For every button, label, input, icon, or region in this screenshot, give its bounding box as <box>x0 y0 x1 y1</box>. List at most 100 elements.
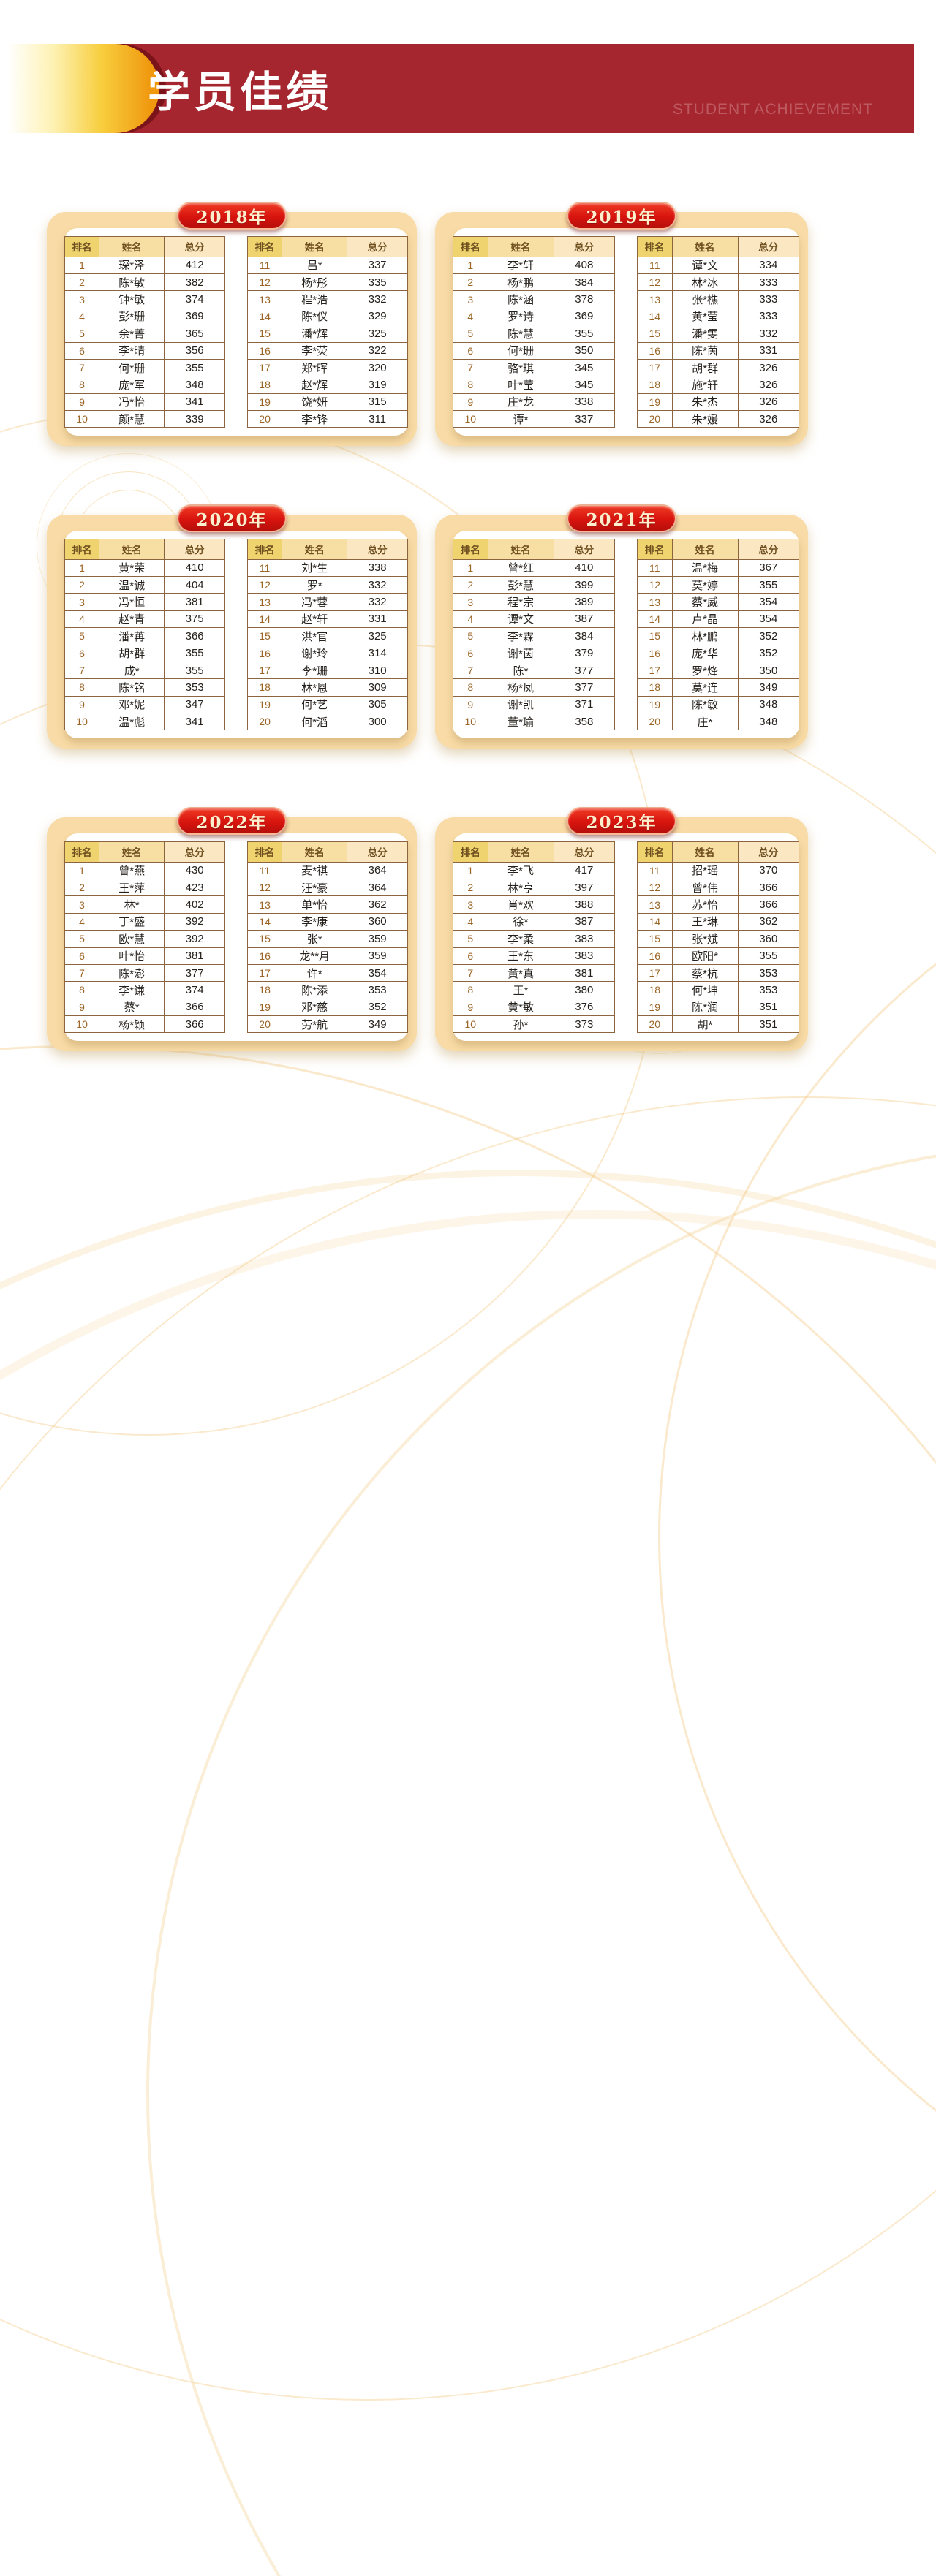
score-cell: 399 <box>553 575 616 594</box>
table-row: 19 陈*敏 348 <box>637 695 800 714</box>
rank-cell: 8 <box>64 678 100 697</box>
rank-cell: 20 <box>246 713 283 731</box>
name-cell: 李*轩 <box>487 256 554 274</box>
score-cell: 371 <box>553 695 616 714</box>
table-row: 15 潘*辉 325 <box>246 325 408 343</box>
rank-cell: 2 <box>64 273 100 292</box>
table-row: 1 曾*燕 430 <box>64 861 225 879</box>
table-row: 16 欧阳* 355 <box>637 947 800 965</box>
score-table-left: 排名 姓名 总分 1 李*飞 417 2 林*亨 397 3 肖*欢 388 4 徐* 387 5 李*柔 383… <box>453 841 616 1034</box>
score-cell: 331 <box>347 610 408 629</box>
score-cell: 366 <box>737 878 800 897</box>
score-cell: 362 <box>737 912 800 931</box>
name-cell: 程*宗 <box>487 593 554 611</box>
score-column-header: 总分 <box>164 841 225 863</box>
score-cell: 326 <box>737 376 800 394</box>
rank-cell: 12 <box>637 878 673 897</box>
rank-cell: 8 <box>64 981 100 999</box>
table-header-row: 排名 姓名 总分 <box>246 538 408 560</box>
score-cell: 341 <box>164 713 225 731</box>
table-row: 13 蔡*威 354 <box>637 593 800 611</box>
score-cell: 349 <box>347 1015 408 1034</box>
score-cell: 332 <box>347 575 408 594</box>
table-row: 5 陈*慧 355 <box>453 325 616 343</box>
table-row: 7 骆*琪 345 <box>453 358 616 377</box>
table-row: 14 李*康 360 <box>246 912 408 931</box>
score-cell: 305 <box>347 695 408 714</box>
score-cell: 392 <box>164 930 225 948</box>
score-cell: 367 <box>737 558 800 577</box>
score-cell: 383 <box>553 930 616 948</box>
score-cell: 377 <box>553 661 616 680</box>
table-row: 12 莫*婷 355 <box>637 575 800 594</box>
rank-cell: 18 <box>246 678 283 697</box>
name-cell: 钟*敏 <box>99 290 165 308</box>
year-panel-2023: 2023年 排名 姓名 总分 1 李*飞 417 2 林*亨 397 3 肖*欢 388 4 徐* 387 5 李… <box>435 807 808 1051</box>
table-row: 5 余*菁 365 <box>64 325 225 343</box>
table-row: 10 董*瑜 358 <box>453 713 616 731</box>
table-row: 12 林*冰 333 <box>637 273 800 292</box>
name-cell: 蔡* <box>99 998 165 1017</box>
name-cell: 何*滔 <box>282 713 348 731</box>
score-cell: 366 <box>164 998 225 1017</box>
year-badge-label: 2020年 <box>196 510 268 530</box>
name-column-header: 姓名 <box>671 235 739 257</box>
rank-cell: 17 <box>246 963 283 982</box>
table-row: 11 刘*生 338 <box>246 558 408 577</box>
rank-cell: 1 <box>453 861 488 879</box>
score-column-header: 总分 <box>553 841 616 863</box>
name-column-header: 姓名 <box>99 235 165 257</box>
name-cell: 庞*军 <box>99 376 165 394</box>
table-row: 11 麦*祺 364 <box>246 861 408 879</box>
table-row: 7 成* 355 <box>64 661 225 680</box>
rank-cell: 9 <box>64 998 100 1017</box>
year-badge: 2023年 <box>567 807 676 835</box>
rank-cell: 3 <box>64 593 100 611</box>
name-cell: 苏*怡 <box>671 895 739 914</box>
rank-cell: 6 <box>64 947 100 965</box>
name-cell: 曾*伟 <box>671 878 739 897</box>
score-cell: 355 <box>164 661 225 680</box>
score-cell: 364 <box>347 878 408 897</box>
name-cell: 蔡*杭 <box>671 963 739 982</box>
table-row: 17 胡*群 326 <box>637 358 800 377</box>
table-row: 18 林*恩 309 <box>246 678 408 697</box>
table-header-row: 排名 姓名 总分 <box>637 235 800 257</box>
table-header-row: 排名 姓名 总分 <box>453 235 616 257</box>
rank-column-header: 排名 <box>637 538 673 560</box>
table-row: 12 罗* 332 <box>246 575 408 594</box>
rank-cell: 7 <box>64 358 100 377</box>
name-cell: 李*珊 <box>282 661 348 680</box>
name-cell: 王*萍 <box>99 878 165 897</box>
rank-cell: 3 <box>453 593 488 611</box>
year-panel-2022: 2022年 排名 姓名 总分 1 曾*燕 430 2 王*萍 423 3 林* 402 4 丁*盛 392 5 欧… <box>47 807 417 1051</box>
score-cell: 374 <box>164 290 225 308</box>
score-cell: 364 <box>347 861 408 879</box>
table-row: 1 曾*红 410 <box>453 558 616 577</box>
score-cell: 325 <box>347 627 408 645</box>
rank-cell: 13 <box>246 895 283 914</box>
score-column-header: 总分 <box>347 841 408 863</box>
table-row: 11 吕* 337 <box>246 256 408 274</box>
table-header-row: 排名 姓名 总分 <box>637 841 800 863</box>
score-cell: 353 <box>347 981 408 999</box>
table-row: 7 陈*澎 377 <box>64 963 225 982</box>
name-cell: 胡*群 <box>99 644 165 662</box>
table-row: 6 李*晴 356 <box>64 341 225 360</box>
table-row: 16 陈*茵 331 <box>637 341 800 360</box>
table-row: 2 王*萍 423 <box>64 878 225 897</box>
table-row: 4 谭*文 387 <box>453 610 616 629</box>
rank-cell: 8 <box>64 376 100 394</box>
rank-cell: 15 <box>246 930 283 948</box>
rank-cell: 9 <box>453 393 488 412</box>
rank-column-header: 排名 <box>453 538 488 560</box>
rank-cell: 15 <box>246 325 283 343</box>
name-cell: 王*东 <box>487 947 554 965</box>
table-header-row: 排名 姓名 总分 <box>637 538 800 560</box>
table-row: 5 李*霖 384 <box>453 627 616 645</box>
rank-cell: 17 <box>637 358 673 377</box>
rank-cell: 13 <box>637 593 673 611</box>
score-table-right: 排名 姓名 总分 11 麦*祺 364 12 汪*豪 364 13 单*怡 362 14 李*康 360 15… <box>246 841 408 1034</box>
rank-cell: 6 <box>64 341 100 360</box>
rank-cell: 9 <box>453 695 488 714</box>
